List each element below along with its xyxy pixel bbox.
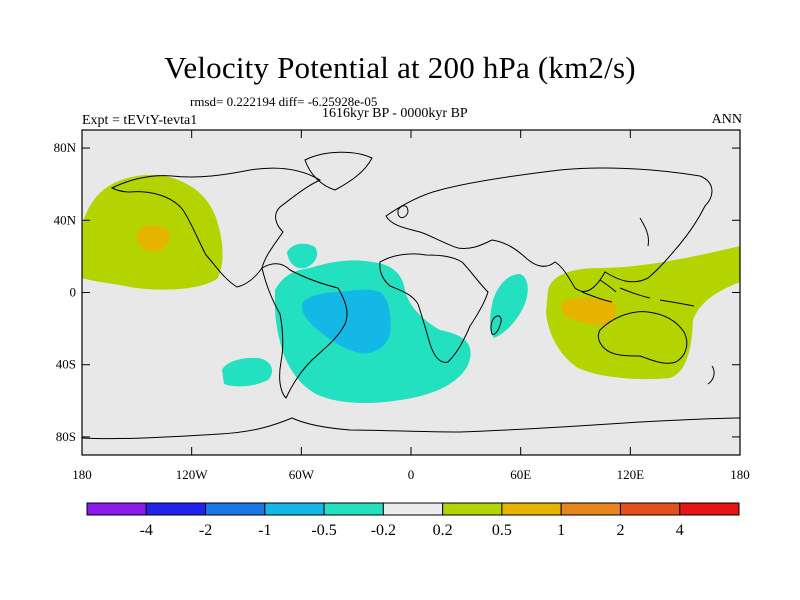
page-title: Velocity Potential at 200 hPa (km2/s) [164,50,636,85]
colorbar-swatch [264,502,325,516]
colorbar-label: 2 [616,522,624,539]
eurasia-coast [385,167,713,292]
north-america-coast [110,167,322,288]
east-africa-negative [490,274,528,338]
coastlines [81,151,741,440]
x-tick-label: 60W [289,467,315,482]
axis-labels: 180 120W 60W 0 60E 120E 180 80N 40N 0 40S 80S [54,140,750,482]
colorbar-label: 4 [676,522,684,539]
north-atlantic-negative [287,243,318,269]
colorbar-label: -0.5 [311,522,336,539]
south-pacific-negative [222,357,273,387]
indonesia-coast [581,279,695,307]
x-tick-label: 60E [510,467,531,482]
colorbar-swatch [560,502,621,516]
colorbar-swatch [619,502,681,516]
south-america-coast [261,263,348,399]
colorbar-label: -2 [199,522,212,539]
period-label: 1616kyr BP - 0000kyr BP [322,106,468,121]
japan-coast [639,217,649,247]
colorbar-label: -1 [258,522,271,539]
colorbar-swatch [679,502,740,516]
maritime-continent-core [561,297,617,326]
madagascar-coast [490,315,502,335]
new-zealand-coast [707,365,715,385]
colorbar-label: 0.2 [433,522,453,539]
y-tick-label: 40N [54,212,77,227]
x-tick-label: 180 [72,467,92,482]
axis-ticks [81,130,741,455]
colorbar-label: 0.5 [492,522,512,539]
maritime-continent-positive [546,246,740,380]
colorbar-swatch [205,502,266,516]
y-tick-label: 80N [54,140,77,155]
greenland-coast [304,151,373,191]
south-america-core [302,289,391,354]
colorbar [86,502,740,516]
stats-label: rmsd= 0.222194 diff= -6.25928e-05 [190,94,378,109]
x-tick-label: 120W [176,467,209,482]
y-tick-label: 40S [56,357,76,372]
x-tick-label: 0 [408,467,415,482]
colorbar-swatch [145,502,207,516]
antarctica-coast [81,417,741,440]
colorbar-label: -0.2 [371,522,396,539]
y-tick-label: 0 [70,285,77,300]
uk-coast [397,205,409,219]
australia-coast [597,311,688,364]
x-tick-label: 120E [617,467,645,482]
y-tick-label: 80S [56,429,76,444]
experiment-label: Expt = tEVtY-tevta1 [82,113,198,128]
colorbar-swatch [501,502,562,516]
africa-coast [379,253,489,363]
season-label: ANN [711,112,742,127]
colorbar-labels: -4 -2 -1 -0.5 -0.2 0.2 0.5 1 2 4 [140,522,684,539]
colorbar-swatch [86,502,147,516]
colorbar-label: 1 [557,522,565,539]
north-pacific-core [136,225,170,252]
x-tick-label: 180 [730,467,750,482]
colorbar-swatch [382,502,444,516]
colorbar-swatch [442,502,503,516]
anomaly-fields [82,174,740,403]
colorbar-swatch [323,502,384,516]
colorbar-label: -4 [140,522,153,539]
